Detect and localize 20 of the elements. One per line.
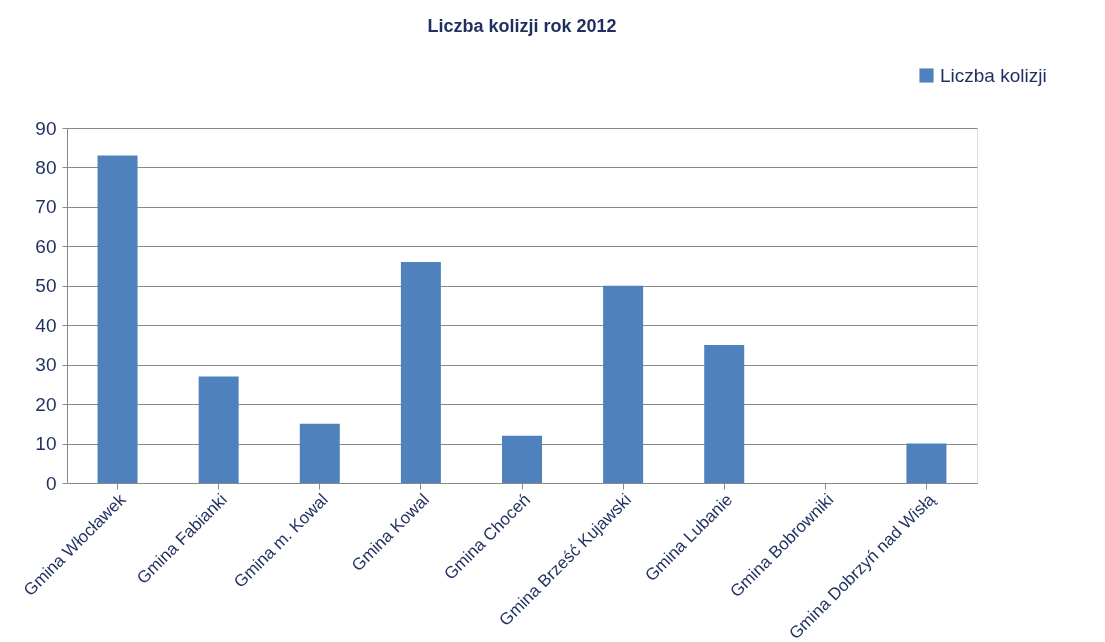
- bar: [97, 155, 138, 483]
- y-tick-label: 70: [35, 196, 57, 218]
- y-tick-label: 80: [35, 156, 57, 178]
- bar: [906, 443, 947, 483]
- chart-title: Liczba kolizji rok 2012: [427, 16, 617, 36]
- y-tick-label: 30: [35, 354, 57, 376]
- y-tick-label: 90: [35, 117, 57, 139]
- y-tick-label: 0: [45, 472, 57, 494]
- bar: [299, 423, 340, 483]
- bar: [603, 285, 644, 483]
- y-tick-label: 10: [35, 433, 57, 455]
- y-tick-label: 50: [35, 275, 57, 297]
- y-tick-label: 40: [35, 314, 57, 336]
- y-tick-label: 60: [35, 235, 57, 257]
- legend-label: Liczba kolizji: [940, 64, 1047, 86]
- bar: [502, 435, 542, 483]
- bar: [198, 376, 239, 483]
- bar: [704, 344, 745, 483]
- bar: [400, 262, 441, 483]
- y-tick-label: 20: [35, 393, 57, 415]
